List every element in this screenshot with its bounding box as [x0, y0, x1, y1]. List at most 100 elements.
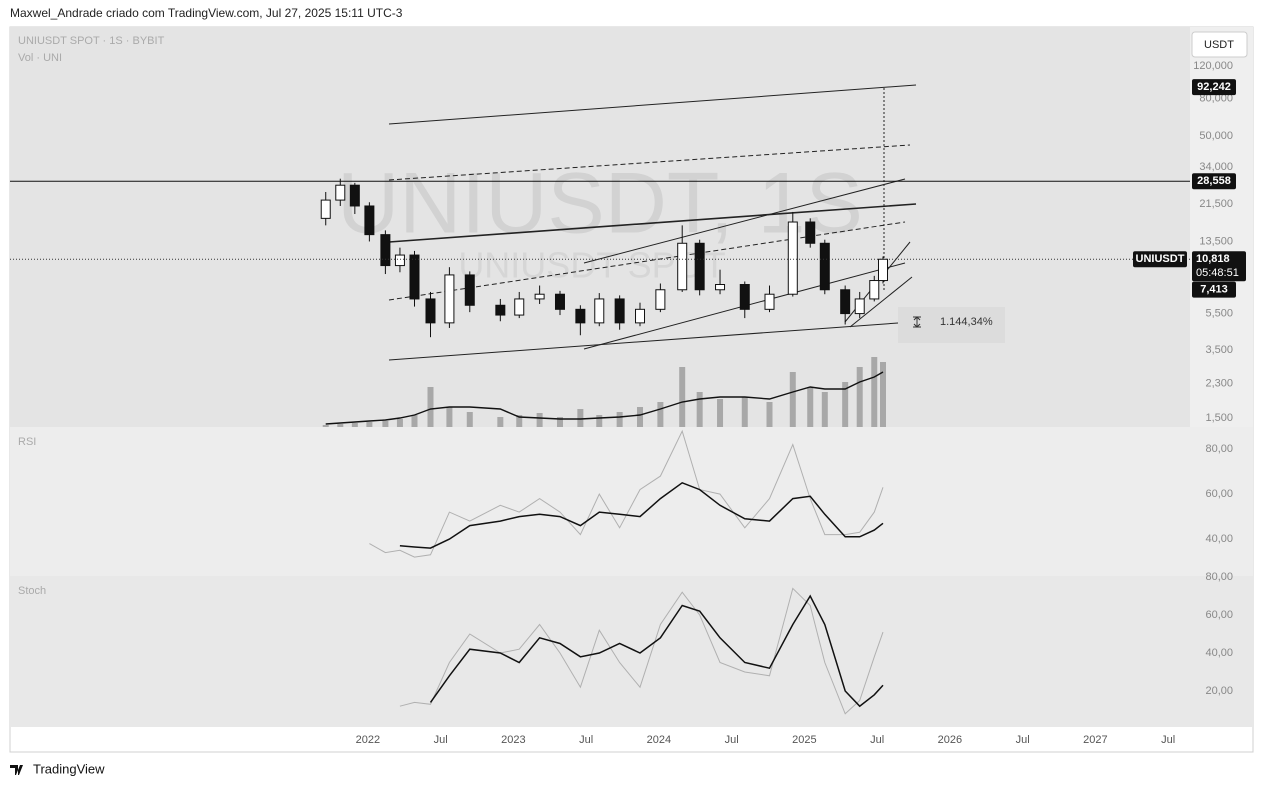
header: Maxwel_Andrade criado com TradingView.co… [10, 6, 403, 20]
volume-bar [351, 423, 358, 427]
line-series [399, 481, 884, 549]
measure-label: 1.144,34% [940, 316, 993, 328]
candle-body [764, 293, 775, 310]
x-tick-label: Jul [579, 734, 593, 746]
candle-body [677, 242, 688, 291]
rsi-title: RSI [18, 436, 36, 448]
logo [10, 765, 23, 775]
price-label: 7,413 [1200, 284, 1228, 296]
candle-body [534, 293, 545, 300]
candle-body [335, 184, 346, 201]
x-tick-label: Jul [1161, 734, 1175, 746]
volume-bar [536, 413, 543, 427]
y-tick-label: 13,500 [1199, 235, 1233, 247]
volume-bar [842, 382, 849, 427]
volume-bar [446, 407, 453, 427]
x-tick-label: 2022 [356, 734, 380, 746]
y-tick-label: 80,000 [1199, 92, 1233, 104]
volume-bar [766, 402, 773, 427]
x-tick-label: 2027 [1083, 734, 1107, 746]
volume-bar [411, 415, 418, 427]
y-tick-label: 1,500 [1205, 412, 1233, 424]
candle-body [575, 308, 586, 324]
x-tick-label: 2026 [938, 734, 962, 746]
footer: TradingView [33, 761, 105, 776]
trend-line [388, 322, 899, 361]
x-tick-label: Jul [1016, 734, 1030, 746]
measure-icon [913, 316, 921, 328]
volume-bar [637, 407, 644, 427]
candle-body [364, 205, 375, 236]
y-tick-label: 60,00 [1205, 609, 1233, 621]
trend-line [849, 276, 913, 328]
x-tick-label: 2025 [792, 734, 816, 746]
y-tick-label: 5,500 [1205, 307, 1233, 319]
volume-bar [879, 362, 886, 427]
price-label-box [1192, 281, 1236, 298]
legend-title: UNIUSDT SPOT · 1S · BYBIT [18, 35, 165, 47]
trend-line [388, 84, 917, 125]
volume-bar [741, 397, 748, 427]
y-tick-label: 21,500 [1199, 198, 1233, 210]
y-tick-label: 80,00 [1205, 571, 1233, 583]
volume-bar [596, 415, 603, 427]
trend-line [583, 178, 906, 264]
currency-button[interactable] [1191, 31, 1248, 58]
symbol-box [1133, 251, 1187, 268]
y-tick-label: 60,00 [1205, 488, 1233, 500]
candle-body [805, 221, 816, 244]
price-label: 28,558 [1197, 175, 1231, 187]
candle-body [495, 304, 506, 316]
volume-bar [337, 424, 344, 427]
candle-body [594, 298, 605, 324]
x-tick-label: 2024 [647, 734, 671, 746]
x-tick-label: Jul [434, 734, 448, 746]
line-series [399, 587, 884, 715]
y-tick-label: 40,00 [1205, 647, 1233, 659]
volume-title: Vol · UNI [18, 52, 62, 64]
y-tick-label: 3,500 [1205, 344, 1233, 356]
y-tick-label: 40,00 [1205, 533, 1233, 545]
volume-bar [382, 421, 389, 427]
rsi-pane [10, 427, 1253, 576]
trend-line [388, 221, 906, 301]
y-tick-label: 20,00 [1205, 685, 1233, 697]
volume-bar [807, 387, 814, 427]
candle-body [394, 254, 405, 267]
candle-body [819, 242, 830, 291]
symbol-label: UNIUSDT [1136, 253, 1185, 265]
countdown: 05:48:51 [1196, 267, 1239, 279]
y-tick-label: 80,00 [1205, 443, 1233, 455]
candle-body [349, 184, 360, 207]
price-label: 92,242 [1197, 81, 1231, 93]
volume-bar [789, 372, 796, 427]
candle-body [409, 254, 420, 300]
candle-body [554, 293, 565, 310]
volume-bar [366, 422, 373, 427]
measure-box [898, 307, 1005, 343]
volume-bar [396, 419, 403, 427]
candle-body [739, 284, 750, 310]
last-price-label: 10,818 [1196, 253, 1230, 265]
volume-bar [657, 402, 664, 427]
x-tick-label: Jul [725, 734, 739, 746]
y-tick-label: 34,000 [1199, 161, 1233, 173]
currency-label[interactable]: USDT [1204, 39, 1234, 51]
y-tick-label: 120,000 [1193, 60, 1233, 72]
candle-body [380, 234, 391, 267]
x-tick-label: 2023 [501, 734, 525, 746]
candle-body [635, 308, 646, 324]
candle-body [787, 221, 798, 295]
last-price-box [1192, 251, 1246, 282]
price-label-box [1192, 79, 1236, 96]
candle-body [464, 274, 475, 306]
candle-body [514, 298, 525, 316]
line-series [369, 429, 884, 558]
candle-body [614, 298, 625, 324]
candle-body [655, 289, 666, 310]
volume-bar [466, 412, 473, 427]
line-series [325, 371, 884, 425]
volume-bar [427, 387, 434, 427]
y-tick-label: 2,300 [1205, 378, 1233, 390]
y-tick-label: 50,000 [1199, 130, 1233, 142]
